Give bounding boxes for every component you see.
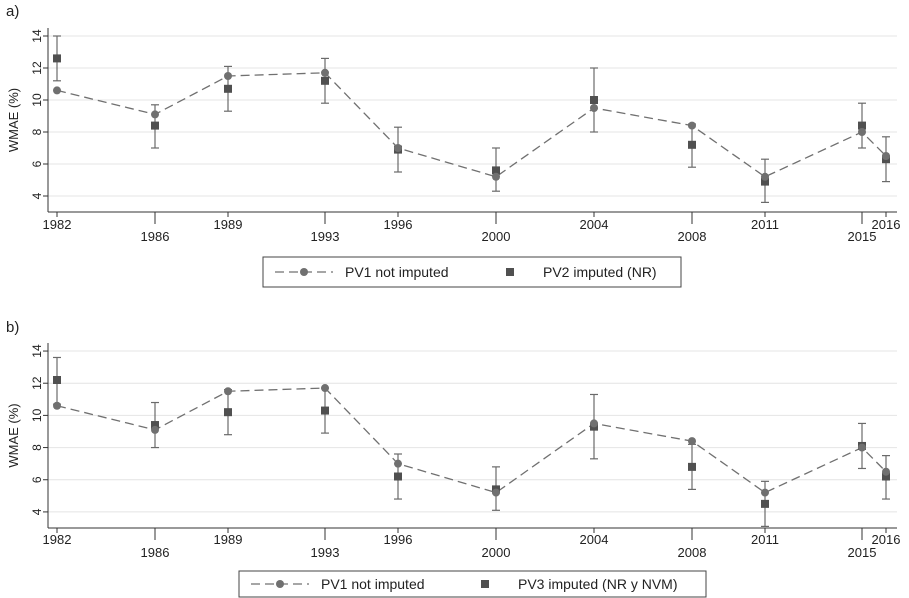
data-point-square xyxy=(53,54,61,63)
x-tick-label: 1996 xyxy=(384,532,413,547)
y-tick-label: 12 xyxy=(30,61,44,75)
legend-marker-square xyxy=(481,580,489,588)
x-tick-label: 2015 xyxy=(848,545,877,560)
data-point-circle xyxy=(224,72,232,80)
data-point-square xyxy=(492,166,500,175)
x-tick-label: 2015 xyxy=(848,229,877,244)
x-tick-label: 2016 xyxy=(872,217,901,232)
legend: PV1 not imputed PV3 imputed (NR y NVM) xyxy=(238,570,707,598)
data-point-square xyxy=(858,121,866,130)
panel-label: b) xyxy=(6,319,19,336)
x-tick-label: 1989 xyxy=(214,532,243,547)
y-tick-label: 4 xyxy=(30,192,44,199)
x-tick-label: 2000 xyxy=(482,229,511,244)
data-point-circle xyxy=(590,104,598,112)
data-point-circle xyxy=(761,488,769,497)
y-tick-label: 14 xyxy=(30,344,44,358)
x-tick-label: 2008 xyxy=(678,229,707,244)
y-tick-label: 6 xyxy=(30,476,44,483)
y-tick-label: 6 xyxy=(30,160,44,167)
y-axis-label: WMAE (%) xyxy=(6,88,21,152)
chart-panel-a: a) 4 6 8 10 12 14 WMAE (%) 1982 1986 1989 1993 1996 2… xyxy=(6,3,901,288)
legend-box xyxy=(238,570,707,598)
x-tick-label: 1982 xyxy=(43,217,72,232)
data-point-circle xyxy=(882,152,890,160)
data-point-circle xyxy=(321,68,329,77)
data-point-square xyxy=(761,499,769,508)
data-point-circle xyxy=(882,467,890,476)
series-line-pv1 xyxy=(56,72,887,178)
x-tick-label: 1989 xyxy=(214,217,243,232)
legend-marker-square xyxy=(506,268,514,276)
y-tick-label: 4 xyxy=(30,508,44,515)
x-tick-label: 2004 xyxy=(580,532,609,547)
x-tick-label: 2011 xyxy=(751,217,779,232)
data-point-square xyxy=(224,84,232,93)
legend: PV1 not imputed PV2 imputed (NR) xyxy=(262,256,682,288)
x-tick-label: 2011 xyxy=(751,532,779,547)
x-tick-label: 2016 xyxy=(872,532,901,547)
legend-marker-circle xyxy=(276,580,284,588)
data-point-circle xyxy=(761,172,769,181)
x-tick-label: 1986 xyxy=(141,545,170,560)
data-point-square xyxy=(151,121,159,130)
data-point-circle xyxy=(492,488,500,497)
data-point-square xyxy=(590,96,598,104)
x-tick-label: 1982 xyxy=(43,532,72,547)
x-tick-label: 2008 xyxy=(678,545,707,560)
legend-label-pv1: PV1 not imputed xyxy=(345,264,449,280)
data-point-circle xyxy=(53,86,61,95)
data-point-circle xyxy=(394,144,402,152)
data-point-square xyxy=(882,472,890,481)
data-point-circle xyxy=(53,401,61,410)
data-point-circle xyxy=(492,172,500,181)
x-tick-label: 1993 xyxy=(311,229,340,244)
x-tick-label: 1986 xyxy=(141,229,170,244)
data-point-circle xyxy=(688,121,696,130)
data-point-square xyxy=(394,472,402,481)
chart-panel-b: b) 4 6 8 10 12 14 WMAE (%) 1982 1986 1989 1993 1996 2… xyxy=(6,319,901,598)
data-point-square xyxy=(688,140,696,149)
y-tick-label: 10 xyxy=(30,408,44,422)
data-point-square xyxy=(53,376,61,384)
data-point-square xyxy=(151,421,159,430)
data-point-circle xyxy=(224,387,232,396)
data-point-circle xyxy=(151,425,159,434)
y-tick-label: 8 xyxy=(30,444,44,451)
y-tick-label: 8 xyxy=(30,128,44,135)
y-tick-label: 10 xyxy=(30,93,44,107)
data-point-circle xyxy=(394,459,402,468)
data-point-circle xyxy=(688,437,696,446)
data-point-square xyxy=(761,177,769,186)
data-point-square xyxy=(688,462,696,471)
data-point-circle xyxy=(321,384,329,393)
data-point-circle xyxy=(151,110,159,119)
series-line-pv1 xyxy=(56,387,887,494)
data-point-square xyxy=(321,406,329,415)
y-tick-label: 14 xyxy=(30,29,44,43)
data-point-square xyxy=(224,408,232,417)
panel-label: a) xyxy=(6,3,19,20)
legend-label-pv1: PV1 not imputed xyxy=(321,576,425,592)
x-tick-label: 2004 xyxy=(580,217,609,232)
y-tick-label: 12 xyxy=(30,376,44,390)
legend-marker-circle xyxy=(300,268,308,276)
legend-label-series2: PV3 imputed (NR y NVM) xyxy=(518,576,677,592)
y-axis-label: WMAE (%) xyxy=(6,403,21,467)
data-point-circle xyxy=(858,443,866,452)
x-tick-label: 1996 xyxy=(384,217,413,232)
data-point-circle xyxy=(590,419,598,428)
legend-label-series2: PV2 imputed (NR) xyxy=(543,264,657,280)
data-point-square xyxy=(321,76,329,85)
x-tick-label: 2000 xyxy=(482,545,511,560)
x-tick-label: 1993 xyxy=(311,545,340,560)
data-point-circle xyxy=(858,128,866,136)
